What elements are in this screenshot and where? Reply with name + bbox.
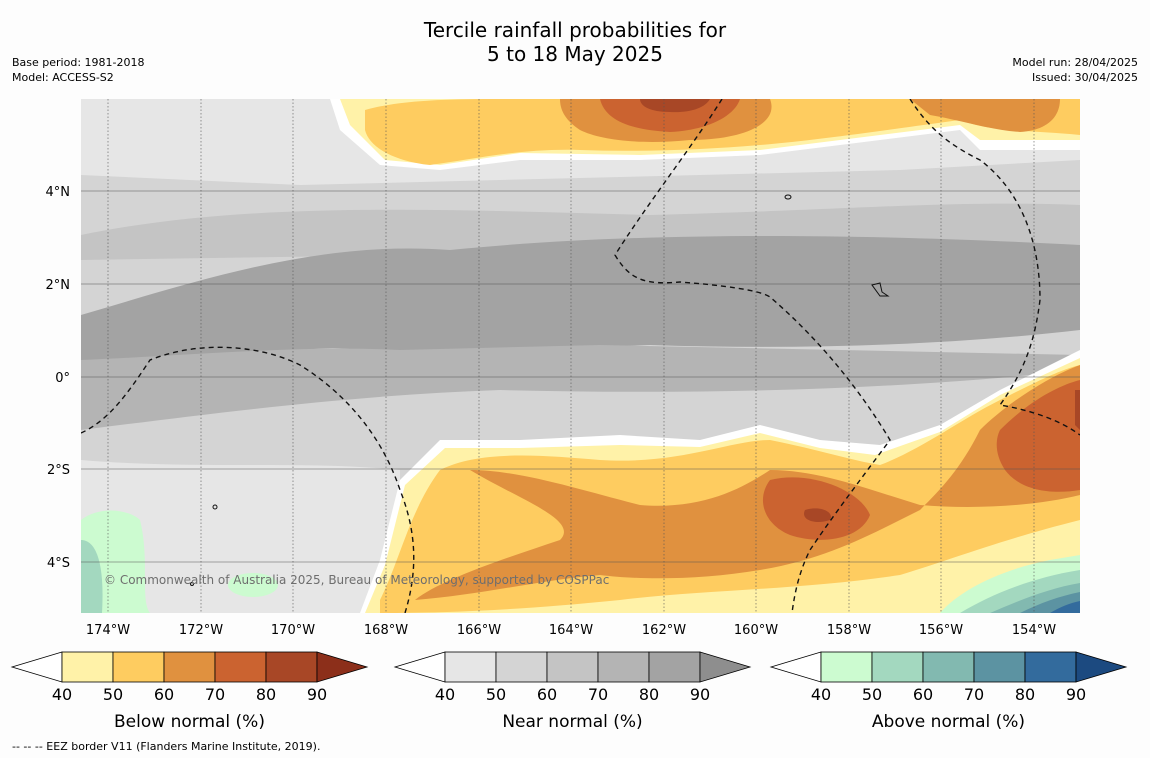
legend-tick-label: 60 <box>154 685 174 704</box>
legend-swatch <box>444 651 497 683</box>
lon-label: 158°W <box>827 623 871 638</box>
legend-tick-label: 40 <box>52 685 72 704</box>
legend-swatch <box>597 651 650 683</box>
lon-label: 170°W <box>271 623 315 638</box>
map-panel: © Commonwealth of Australia 2025, Bureau… <box>81 99 1080 613</box>
legend-arrow-high <box>316 651 369 683</box>
legend-swatch <box>265 651 318 683</box>
lat-label: 2°S <box>47 463 70 478</box>
legend-swatch <box>214 651 267 683</box>
lon-label: 164°W <box>549 623 593 638</box>
legend-tick-label: 70 <box>964 685 984 704</box>
legend-swatch <box>922 651 975 683</box>
legend-tick-label: 60 <box>913 685 933 704</box>
legend-colorbar: 40 50 60 70 80 90 Above normal (%) <box>769 651 1128 732</box>
legend-swatch <box>163 651 216 683</box>
lat-label: 0° <box>55 371 70 386</box>
map-title: Tercile rainfall probabilities for 5 to … <box>0 18 1150 66</box>
copyright-text: © Commonwealth of Australia 2025, Bureau… <box>104 573 609 587</box>
legend-swatch <box>495 651 548 683</box>
legend-colorbar: 40 50 60 70 80 90 Near normal (%) <box>393 651 752 732</box>
legend-tick-label: 40 <box>811 685 831 704</box>
legend-tick-label: 60 <box>537 685 557 704</box>
title-line-1: Tercile rainfall probabilities for <box>423 18 727 42</box>
lon-label: 154°W <box>1012 623 1056 638</box>
legend-colorbar: 40 50 60 70 80 90 Below normal (%) <box>10 651 369 732</box>
legend-tick-label: 90 <box>690 685 710 704</box>
legend-arrow-high <box>699 651 752 683</box>
legend-arrow-high <box>1075 651 1128 683</box>
legend-tick-label: 50 <box>103 685 123 704</box>
lon-label: 162°W <box>642 623 686 638</box>
legend-label: Below normal (%) <box>114 712 265 732</box>
title-line-2: 5 to 18 May 2025 <box>487 42 663 66</box>
legend-tick-label: 90 <box>1066 685 1086 704</box>
lon-label: 172°W <box>179 623 223 638</box>
legend-swatch <box>546 651 599 683</box>
issued-date: Issued: 30/04/2025 <box>1031 71 1138 84</box>
meta-right: Model run: 28/04/2025 Issued: 30/04/2025 <box>1012 55 1138 85</box>
legend-tick-label: 80 <box>1015 685 1035 704</box>
legends: 40 50 60 70 80 90 Below normal (%) 40 50 60 70 80 90… <box>10 651 1128 732</box>
legend-tick-label: 80 <box>639 685 659 704</box>
legend-tick-label: 80 <box>256 685 276 704</box>
legend-tick-label: 70 <box>205 685 225 704</box>
meta-left: Base period: 1981-2018 Model: ACCESS-S2 <box>12 55 144 85</box>
lon-label: 166°W <box>457 623 501 638</box>
lat-label: 4°S <box>47 556 70 571</box>
lon-label: 160°W <box>734 623 778 638</box>
legend-tick-label: 40 <box>435 685 455 704</box>
legend-tick-label: 50 <box>862 685 882 704</box>
legend-swatch <box>112 651 165 683</box>
legend-swatch <box>1024 651 1077 683</box>
lat-label: 4°N <box>46 185 71 200</box>
lon-label: 168°W <box>364 623 408 638</box>
legend-swatch <box>871 651 924 683</box>
legend-arrow-low <box>10 651 63 683</box>
legend-label: Above normal (%) <box>872 712 1025 732</box>
legend-arrow-low <box>393 651 446 683</box>
legend-arrow-low <box>769 651 822 683</box>
legend-swatch <box>820 651 873 683</box>
base-period: Base period: 1981-2018 <box>12 56 145 69</box>
legend-tick-label: 90 <box>307 685 327 704</box>
model-run: Model run: 28/04/2025 <box>1012 56 1138 69</box>
legend-swatch <box>61 651 114 683</box>
eez-footer: -- -- -- EEZ border V11 (Flanders Marine… <box>12 740 321 753</box>
model-name: Model: ACCESS-S2 <box>12 71 114 84</box>
legend-label: Near normal (%) <box>502 712 642 732</box>
lat-label: 2°N <box>46 278 71 293</box>
lon-label: 156°W <box>919 623 963 638</box>
legend-swatch <box>648 651 701 683</box>
lon-label: 174°W <box>86 623 130 638</box>
legend-tick-label: 50 <box>486 685 506 704</box>
legend-swatch <box>973 651 1026 683</box>
legend-tick-label: 70 <box>588 685 608 704</box>
